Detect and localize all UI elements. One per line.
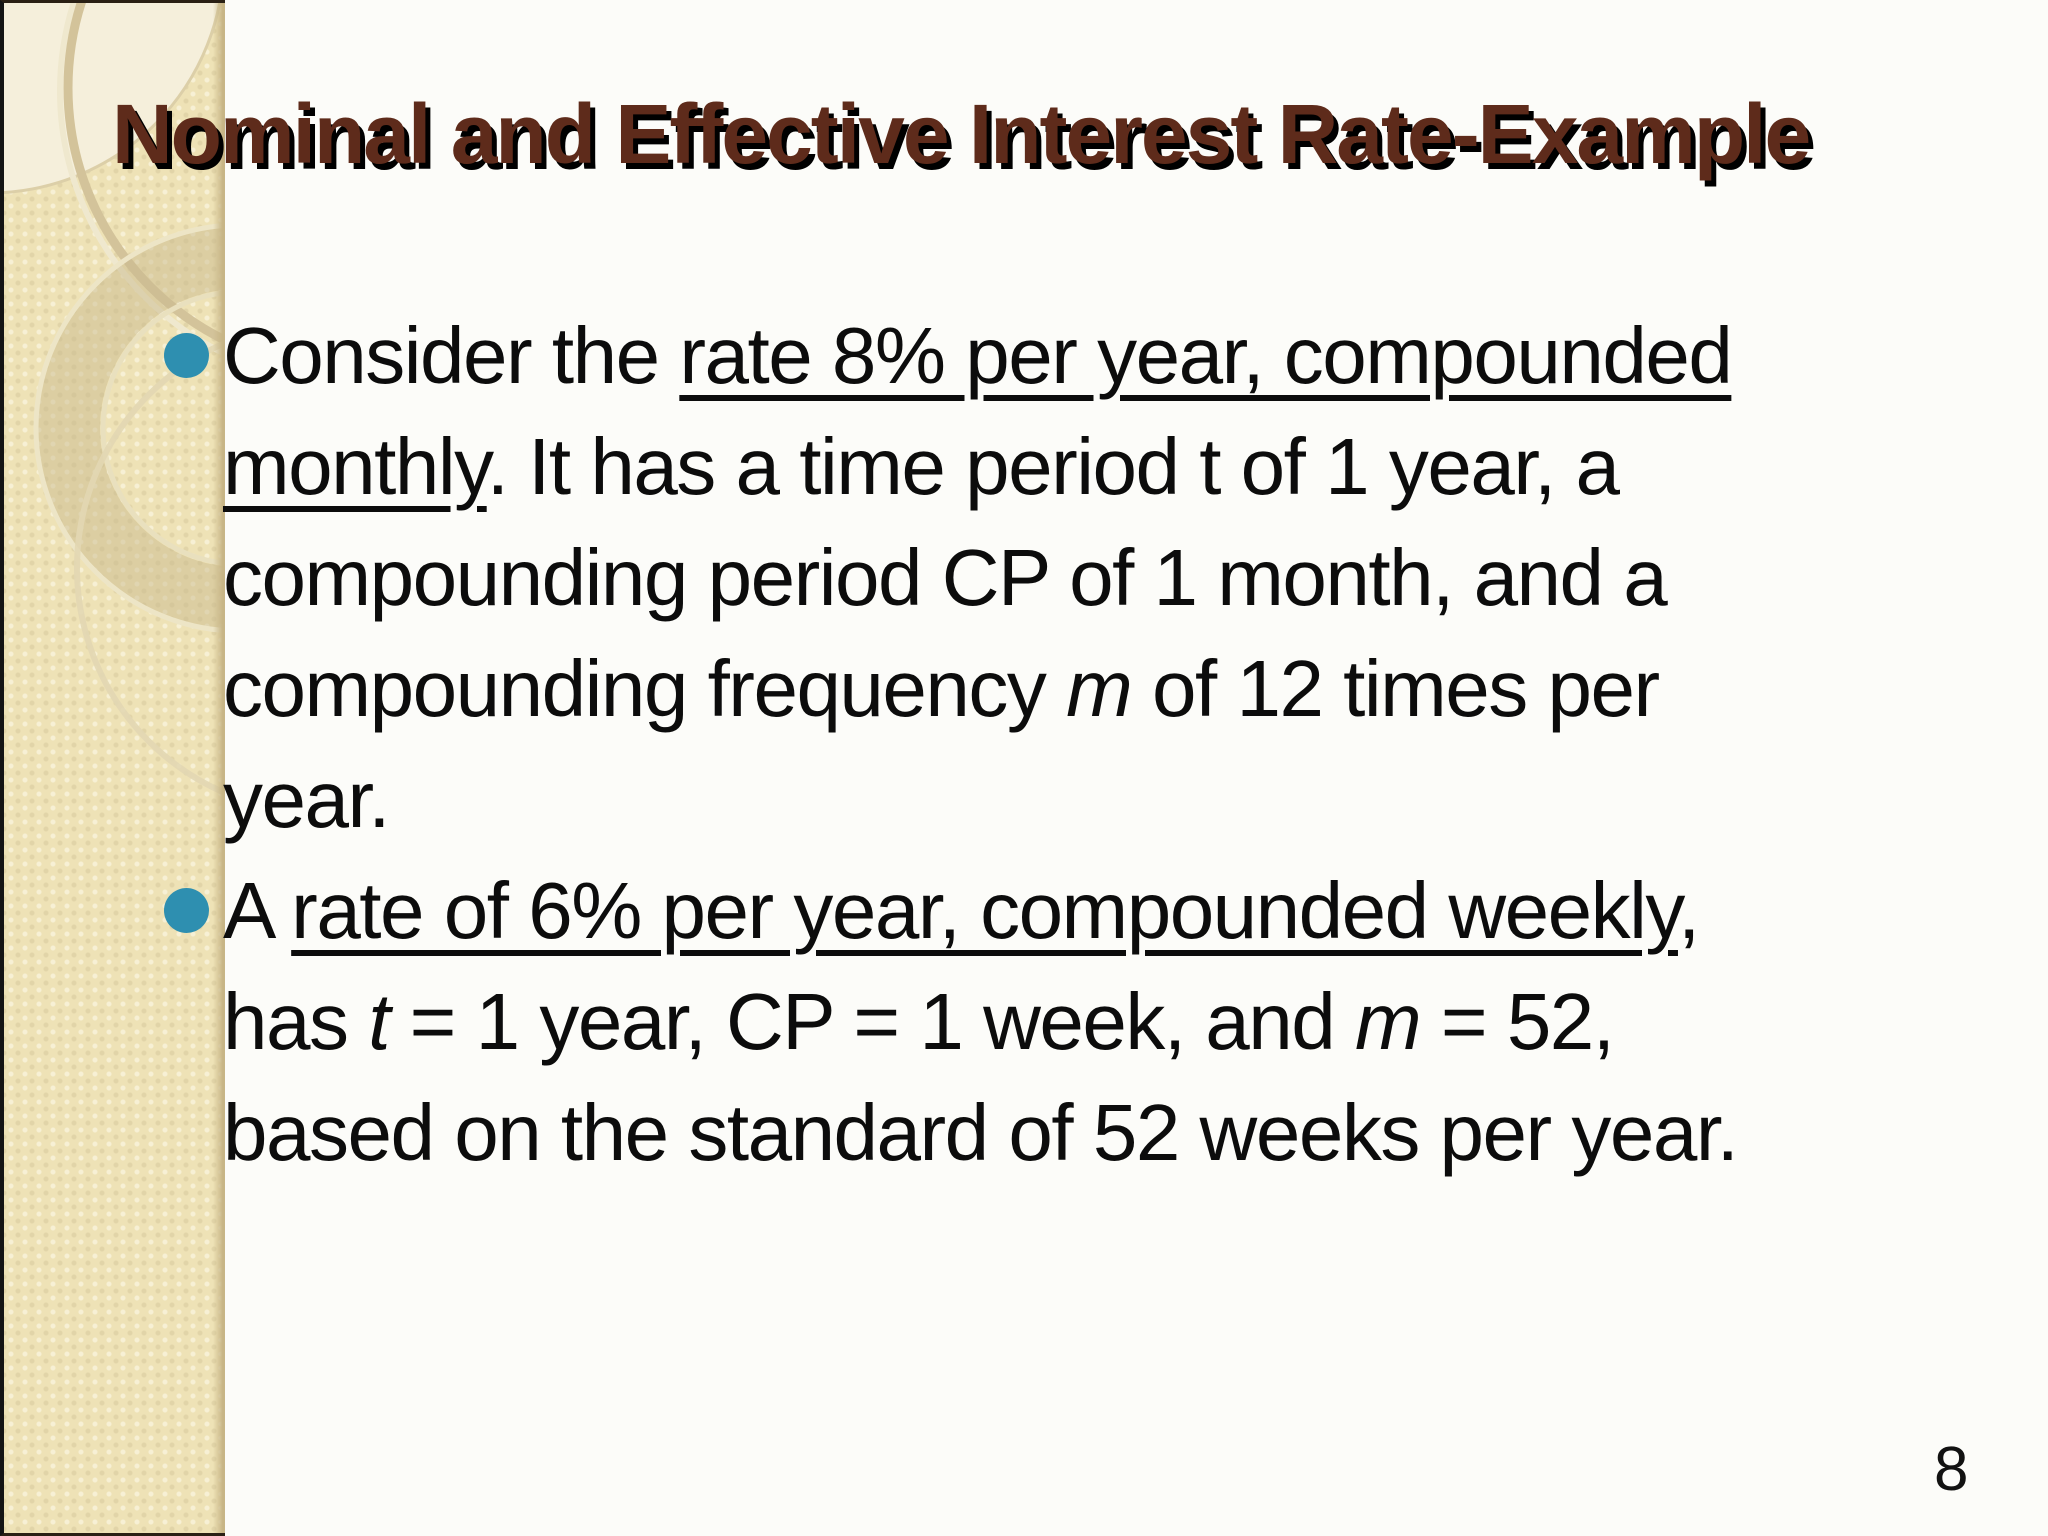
bullet-text-segment: , — [1677, 866, 1700, 955]
bullet-marker-icon — [164, 888, 209, 933]
bullet-item: Consider the rate 8% per year, compounde… — [164, 300, 1983, 855]
page-number: 8 — [1934, 1435, 1969, 1504]
bullet-text-segment: . It has a time period t of 1 year, a — [486, 422, 1620, 511]
bullet-marker-icon — [164, 333, 209, 378]
bullet-list: Consider the rate 8% per year, compounde… — [164, 300, 1983, 1188]
bullet-text-segment: rate 8% per year, compounded — [679, 311, 1733, 400]
bullet-text-segment: rate of 6% per year, compounded weekly — [291, 866, 1679, 955]
sidebar-decoration-band — [0, 0, 225, 1536]
bullet-text-segment: monthly — [223, 422, 488, 511]
bullet-text-segment: m — [1066, 644, 1133, 733]
bullet-text-segment: compounding frequency — [223, 644, 1067, 733]
bullet-text-segment: m — [1355, 977, 1422, 1066]
bullet-text-segment: t — [368, 977, 390, 1066]
bullet-text-segment: of 12 times per — [1131, 644, 1660, 733]
bullet-text-segment: Consider the — [223, 311, 680, 400]
bullet-text-segment: has — [223, 977, 369, 1066]
slide-body: Consider the rate 8% per year, compounde… — [164, 300, 1983, 1188]
bullet-text-segment: = 1 year, CP = 1 week, and — [388, 977, 1355, 1066]
circle-ornaments — [4, 3, 225, 797]
bullet-text-segment: compounding period CP of 1 month, and a — [223, 533, 1668, 622]
bullet-text-segment: = 52, — [1420, 977, 1615, 1066]
slide-title: Nominal and Effective Interest Rate-Exam… — [112, 87, 1811, 181]
band-right-edge — [213, 3, 225, 1533]
bullet-text-segment: A — [223, 866, 292, 955]
bullet-text-segment: year. — [223, 755, 390, 844]
bullet-text-segment: based on the standard of 52 weeks per ye… — [223, 1088, 1739, 1177]
bullet-item: A rate of 6% per year, compounded weekly… — [164, 855, 1983, 1188]
